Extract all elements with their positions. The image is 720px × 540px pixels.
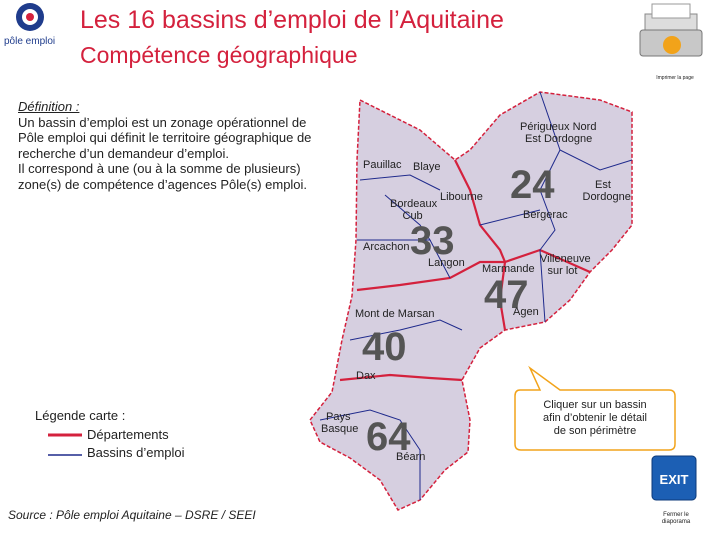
definition-line: Pôle emploi qui définit le territoire gé… <box>18 130 312 145</box>
basin[interactable]: Béarn <box>396 451 425 463</box>
basin-label: Pauillac <box>363 159 402 171</box>
basin-label: Pays <box>326 411 351 423</box>
basin[interactable]: Marmande <box>482 263 535 275</box>
basin-label: Arcachon <box>363 241 409 253</box>
callout-line: afin d’obtenir le détail <box>543 412 647 424</box>
basin-label: Libourne <box>440 191 483 203</box>
basin[interactable]: Bergerac <box>523 209 568 221</box>
map[interactable] <box>309 91 633 511</box>
definition-line: Il correspond à une (ou à la somme de pl… <box>18 161 301 176</box>
exit-label: diaporama <box>662 519 691 525</box>
basin-label: Villeneuve <box>540 253 591 265</box>
legend-item: Bassins d’emploi <box>87 445 185 460</box>
basin-label: sur lot <box>548 265 578 277</box>
basin[interactable]: Blaye <box>413 161 441 173</box>
basin[interactable]: Libourne <box>440 191 483 203</box>
logo-text: pôle emploi <box>4 36 55 47</box>
basin[interactable]: Agen <box>513 306 539 318</box>
print-button[interactable]: Imprimer la page <box>639 3 703 81</box>
definition-label: Définition : <box>18 99 80 114</box>
department-number: 33 <box>410 219 455 263</box>
basin[interactable]: Langon <box>428 257 465 269</box>
basin-label: Dordogne <box>583 191 631 203</box>
basin-label: Agen <box>513 306 539 318</box>
logo: pôle emploi <box>4 3 55 47</box>
definition-line: zone(s) de compétence d’agences Pôle(s) … <box>18 176 308 192</box>
basin-label: Marmande <box>482 263 535 275</box>
title: Les 16 bassins d’emploi de l’Aquitaine <box>80 6 504 34</box>
source: Source : Pôle emploi Aquitaine – DSRE / … <box>8 508 256 522</box>
callout-line: Cliquer sur un bassin <box>543 399 646 411</box>
department-number: 47 <box>484 273 529 317</box>
basin-label: Bordeaux <box>390 198 438 210</box>
exit-icon: EXIT <box>660 472 689 487</box>
basin[interactable]: Dax <box>356 370 376 382</box>
basin-label: Béarn <box>396 451 425 463</box>
department-number: 64 <box>366 415 411 459</box>
basin-label: Blaye <box>413 161 441 173</box>
department-number: 24 <box>510 163 555 207</box>
print-label: Imprimer la page <box>656 75 694 81</box>
callout-line: de son périmètre <box>554 425 637 437</box>
basin-label: Dax <box>356 370 376 382</box>
basin-label: Périgueux Nord <box>520 121 596 133</box>
basin-label: Est <box>595 179 611 191</box>
basin[interactable]: Arcachon <box>363 241 409 253</box>
definition-line: recherche d’un demandeur d’emploi. <box>18 145 230 161</box>
basin-label: Mont de Marsan <box>355 308 434 320</box>
legend-item: Départements <box>87 427 169 442</box>
department-number: 40 <box>362 325 407 369</box>
basin-label: Est Dordogne <box>525 133 592 145</box>
basin[interactable]: Pauillac <box>363 159 402 171</box>
basin-label: Cub <box>403 210 423 222</box>
definition: Définition : Un bassin d’emploi est un z… <box>18 99 311 192</box>
legend-title: Légende carte : <box>35 408 126 423</box>
basin[interactable]: Mont de Marsan <box>355 308 434 320</box>
basin-label: Langon <box>428 257 465 269</box>
exit-label: Fermer le <box>663 512 689 518</box>
subtitle: Compétence géographique <box>80 42 358 68</box>
legend: Légende carte : Départements Bassins d’e… <box>35 408 185 460</box>
basin-label: Basque <box>321 423 358 435</box>
definition-line: Un bassin d’emploi est un zonage opérati… <box>18 114 307 130</box>
basin-label: Bergerac <box>523 209 568 221</box>
